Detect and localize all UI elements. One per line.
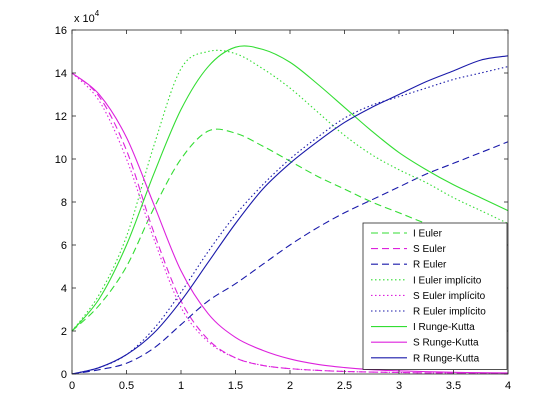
series-line-9 [71, 55, 509, 375]
y-tick-label: 10 [55, 154, 67, 166]
series-layer [71, 45, 509, 375]
series-line-7 [71, 45, 509, 332]
legend-label-3: R Euler [413, 260, 447, 271]
series-line-8 [71, 72, 509, 374]
series-line-3 [71, 141, 509, 375]
legend-label-2: S Euler [413, 244, 446, 255]
y-tick-label: 6 [61, 240, 67, 252]
y-scale-multiplier: x 104 [74, 9, 100, 25]
x-tick-label: 4 [505, 380, 511, 392]
legend-label-4: I Euler implícito [413, 275, 482, 286]
axis-layer: 0 0.5 1 1.5 2 2.5 3 3.5 4 0 2 4 6 8 10 12 14 16 x 104 [55, 9, 511, 392]
y-tick-label: 8 [61, 197, 67, 209]
legend-label-9: R Runge-Kutta [413, 353, 480, 364]
x-tick-label: 1.5 [228, 380, 243, 392]
legend: I Euler S Euler R Euler I Euler implícito S … [362, 222, 508, 370]
x-tick-label: 2.5 [337, 380, 352, 392]
x-tick-label: 3.5 [446, 380, 461, 392]
legend-label-1: I Euler [413, 229, 443, 240]
y-scale-exponent: 4 [95, 9, 100, 18]
series-line-6 [71, 66, 509, 375]
series-line-4 [71, 49, 509, 332]
y-tick-label: 12 [55, 111, 67, 123]
legend-label-6: R Euler implícito [413, 307, 486, 318]
y-tick-label: 2 [61, 326, 67, 338]
x-tick-label: 0 [69, 380, 75, 392]
series-line-1 [71, 128, 509, 332]
y-tick-label: 14 [55, 68, 67, 80]
y-tick-label: 0 [61, 369, 67, 381]
legend-label-5: S Euler implícito [413, 291, 486, 302]
y-tick-label: 16 [55, 25, 67, 37]
legend-label-8: S Runge-Kutta [413, 338, 479, 349]
y-tick-label: 4 [61, 283, 67, 295]
legend-label-7: I Runge-Kutta [413, 322, 475, 333]
x-tick-label: 2 [287, 380, 293, 392]
x-tick-label: 3 [396, 380, 402, 392]
x-tick-label: 0.5 [119, 380, 134, 392]
legend-box [362, 222, 508, 370]
x-tick-label: 1 [178, 380, 184, 392]
